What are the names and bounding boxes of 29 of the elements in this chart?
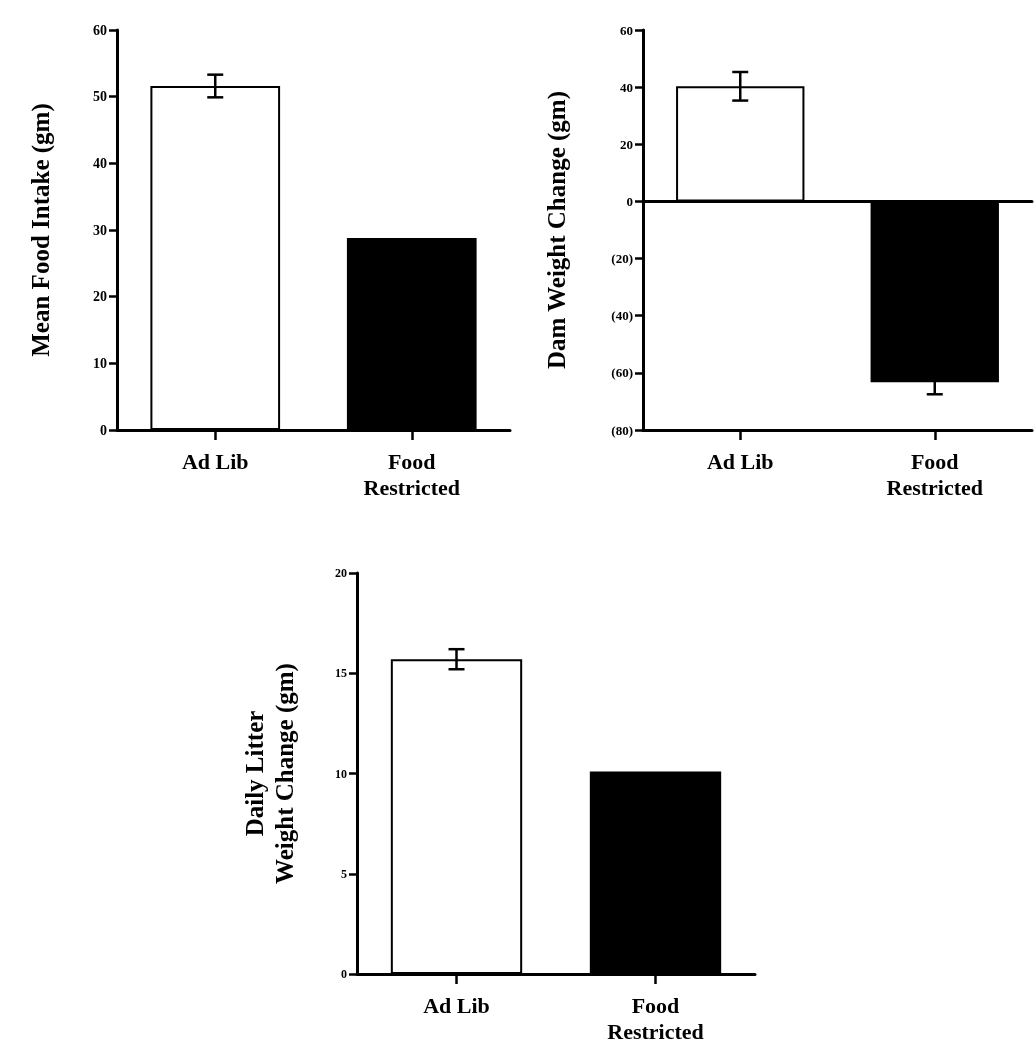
y-tick-label: 10 <box>335 766 347 781</box>
y-axis-title: Daily Litter Weight Change (gm) <box>240 663 299 884</box>
y-tick-label: 20 <box>620 136 633 152</box>
y-tick-label: (20) <box>611 251 633 267</box>
y-tick-label: 10 <box>93 355 107 371</box>
y-axis-title: Dam Weight Change (gm) <box>542 90 571 370</box>
y-tick-label: 60 <box>93 22 107 38</box>
y-tick-label: 20 <box>335 566 347 580</box>
x-tick-label: Ad Lib <box>181 448 249 474</box>
y-tick-label: 0 <box>100 422 107 438</box>
y-tick-label: 0 <box>626 193 633 209</box>
y-tick-label: (60) <box>611 365 633 381</box>
x-tick-label: Food Restricted <box>607 992 704 1044</box>
y-tick-label: 60 <box>620 22 633 38</box>
x-tick-label: Ad Lib <box>706 448 774 474</box>
y-tick-label: 50 <box>93 89 107 105</box>
y-tick-label: (80) <box>611 422 633 438</box>
y-axis-title: Mean Food Intake (gm) <box>26 103 55 357</box>
y-tick-label: (40) <box>611 308 633 324</box>
y-tick-label: 40 <box>620 79 633 95</box>
x-tick-label: Ad Lib <box>423 992 490 1018</box>
y-tick-label: 30 <box>93 222 107 238</box>
x-tick-label: Food Restricted <box>886 448 984 500</box>
y-tick-label: 5 <box>341 866 347 881</box>
x-tick-label: Food Restricted <box>363 448 461 500</box>
y-tick-label: 0 <box>341 967 347 981</box>
y-tick-label: 15 <box>335 666 347 681</box>
y-tick-label: 20 <box>93 289 107 305</box>
y-tick-label: 40 <box>93 155 107 171</box>
